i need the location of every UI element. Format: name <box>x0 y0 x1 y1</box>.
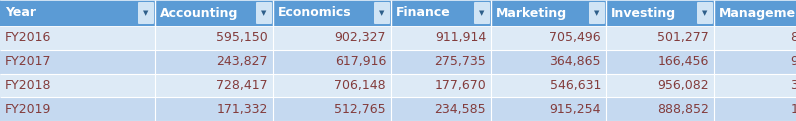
Text: 177,670: 177,670 <box>435 79 486 92</box>
Bar <box>273 50 391 73</box>
Text: 171,332: 171,332 <box>217 103 268 116</box>
Bar <box>491 73 606 97</box>
Bar <box>491 0 606 26</box>
FancyBboxPatch shape <box>589 2 605 24</box>
Bar <box>606 73 714 97</box>
Bar <box>0 26 155 50</box>
Bar <box>391 97 491 121</box>
Text: 396,157: 396,157 <box>790 79 796 92</box>
Text: ▼: ▼ <box>143 10 149 16</box>
Bar <box>491 97 606 121</box>
Bar <box>0 73 155 97</box>
Text: Investing: Investing <box>611 7 676 19</box>
Text: 234,585: 234,585 <box>435 103 486 116</box>
Text: 595,150: 595,150 <box>217 31 268 44</box>
Bar <box>0 50 155 73</box>
Text: 902,327: 902,327 <box>334 31 386 44</box>
Text: FY2019: FY2019 <box>5 103 52 116</box>
Bar <box>606 97 714 121</box>
Bar <box>714 73 796 97</box>
Bar <box>273 0 391 26</box>
Bar <box>155 97 273 121</box>
Bar <box>155 73 273 97</box>
Text: 546,631: 546,631 <box>549 79 601 92</box>
Text: 166,456: 166,456 <box>657 55 709 68</box>
Text: ▼: ▼ <box>479 10 485 16</box>
Text: ▼: ▼ <box>595 10 599 16</box>
Text: Year: Year <box>5 7 36 19</box>
Bar <box>606 26 714 50</box>
FancyBboxPatch shape <box>474 2 490 24</box>
Bar <box>714 50 796 73</box>
Bar <box>491 50 606 73</box>
Bar <box>714 26 796 50</box>
Text: 911,914: 911,914 <box>435 31 486 44</box>
Text: 275,735: 275,735 <box>435 55 486 68</box>
Bar <box>155 0 273 26</box>
Text: ▼: ▼ <box>380 10 384 16</box>
Text: ▼: ▼ <box>702 10 708 16</box>
Text: 728,417: 728,417 <box>217 79 268 92</box>
Bar <box>491 26 606 50</box>
FancyBboxPatch shape <box>138 2 154 24</box>
Bar <box>606 0 714 26</box>
Text: FY2018: FY2018 <box>5 79 52 92</box>
Text: FY2017: FY2017 <box>5 55 52 68</box>
Text: 956,082: 956,082 <box>657 79 709 92</box>
Bar <box>391 73 491 97</box>
Text: ▼: ▼ <box>261 10 267 16</box>
Bar <box>714 97 796 121</box>
Text: 915,254: 915,254 <box>549 103 601 116</box>
Text: Management: Management <box>719 7 796 19</box>
Bar <box>391 50 491 73</box>
Text: 888,852: 888,852 <box>657 103 709 116</box>
Bar <box>606 50 714 73</box>
Text: 512,765: 512,765 <box>334 103 386 116</box>
Text: 364,865: 364,865 <box>549 55 601 68</box>
Bar <box>391 26 491 50</box>
Bar <box>714 0 796 26</box>
Text: 828,701: 828,701 <box>790 31 796 44</box>
Bar <box>391 0 491 26</box>
FancyBboxPatch shape <box>697 2 713 24</box>
Text: 705,496: 705,496 <box>549 31 601 44</box>
Text: 243,827: 243,827 <box>217 55 268 68</box>
Text: Finance: Finance <box>396 7 451 19</box>
Bar <box>0 97 155 121</box>
Bar <box>155 50 273 73</box>
Bar <box>155 26 273 50</box>
Text: 501,277: 501,277 <box>657 31 709 44</box>
FancyBboxPatch shape <box>374 2 390 24</box>
Text: Economics: Economics <box>278 7 352 19</box>
Bar <box>273 73 391 97</box>
Text: 177,649: 177,649 <box>790 103 796 116</box>
Text: 956,045: 956,045 <box>790 55 796 68</box>
FancyBboxPatch shape <box>256 2 272 24</box>
Bar <box>273 97 391 121</box>
Text: FY2016: FY2016 <box>5 31 52 44</box>
Bar <box>273 26 391 50</box>
Bar <box>0 0 155 26</box>
Text: Marketing: Marketing <box>496 7 567 19</box>
Text: Accounting: Accounting <box>160 7 238 19</box>
Text: 706,148: 706,148 <box>334 79 386 92</box>
Text: 617,916: 617,916 <box>334 55 386 68</box>
